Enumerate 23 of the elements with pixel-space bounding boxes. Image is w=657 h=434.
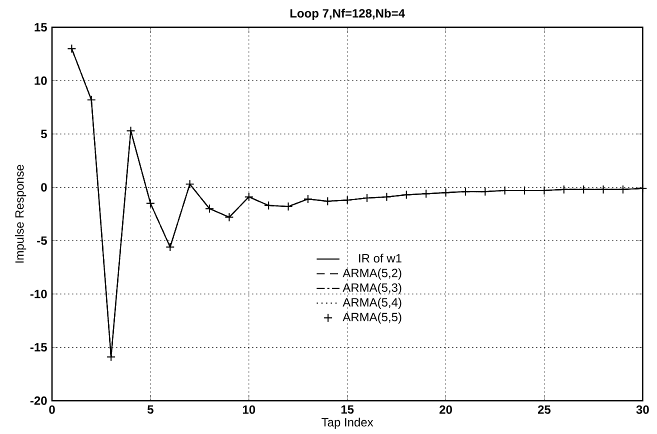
y-tick-label: -10 <box>30 290 47 298</box>
y-tick-label: -15 <box>30 343 47 352</box>
legend-label: ARMA(5,2) <box>342 268 402 280</box>
x-tick-label: 25 <box>538 405 551 414</box>
x-tick-label: 0 <box>49 405 55 414</box>
legend-label: ARMA(5,4) <box>342 298 402 309</box>
y-tick-label: -20 <box>30 396 47 405</box>
x-tick-label: 15 <box>341 405 354 414</box>
legend-label: ARMA(5,3) <box>342 283 402 294</box>
y-tick-label: 15 <box>34 23 47 32</box>
x-tick-label: 5 <box>147 405 154 414</box>
x-tick-label: 30 <box>636 405 649 414</box>
x-axis-title: Tap Index <box>322 418 374 429</box>
y-tick-label: -5 <box>37 236 47 245</box>
y-axis-title: Impulse Response <box>14 164 26 263</box>
x-tick-label: 20 <box>440 405 452 414</box>
x-tick-label: 10 <box>242 405 256 414</box>
y-tick-label: 10 <box>34 76 47 85</box>
legend-label: IR of w1 <box>359 254 402 263</box>
y-tick-label: 5 <box>41 130 47 138</box>
chart-title: Loop 7,Nf=128,Nb=4 <box>290 8 405 20</box>
legend-label: ARMA(5,5) <box>342 312 402 324</box>
y-tick-label: 0 <box>41 183 47 192</box>
